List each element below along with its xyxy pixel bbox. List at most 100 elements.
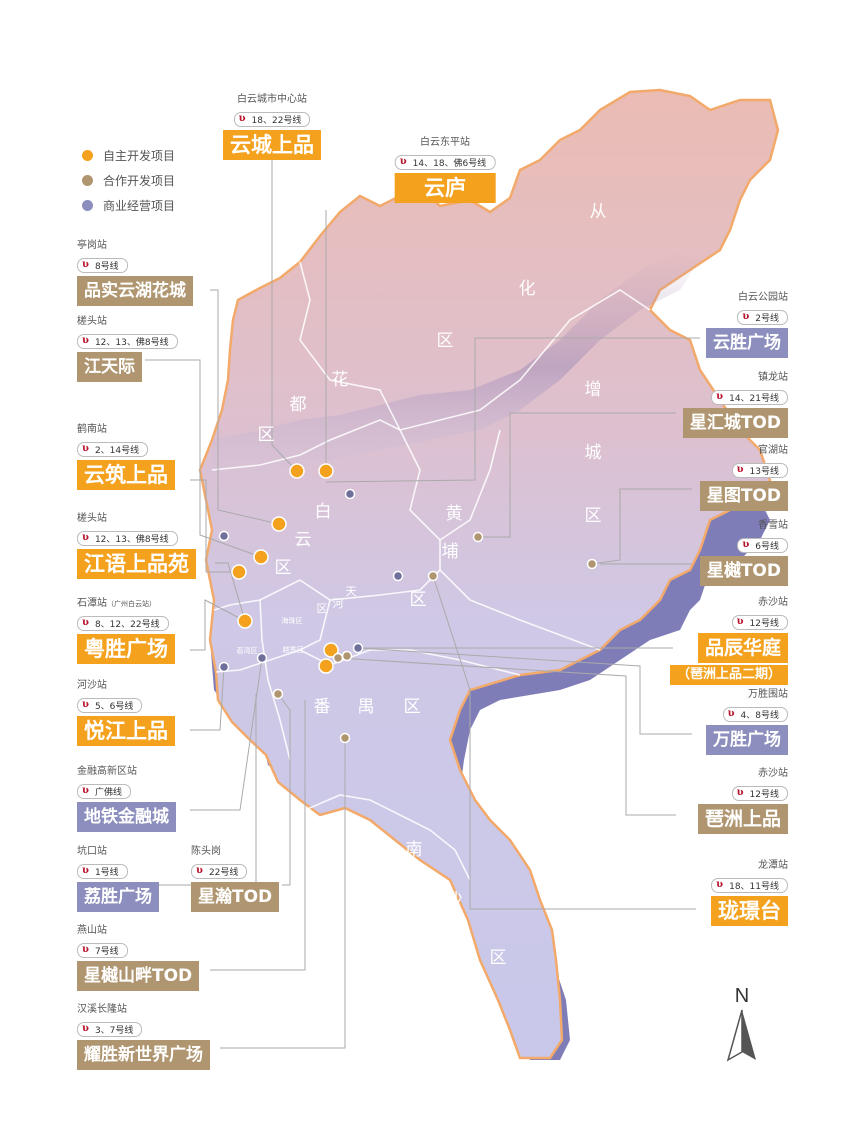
district-label: 区 xyxy=(275,558,292,578)
project-label[interactable]: 河沙站 ʋ 5、6号线 悦江上品 xyxy=(77,680,175,746)
metro-logo-icon: ʋ xyxy=(716,391,724,402)
metro-lines-badge: ʋ 1号线 xyxy=(77,863,128,879)
legend: 自主开发项目 合作开发项目 商业经营项目 xyxy=(82,143,175,218)
project-label[interactable]: 龙潭站 ʋ 18、11号线 珑璟台 xyxy=(711,860,788,926)
station-name: 汉溪长隆站 xyxy=(77,1004,210,1016)
legend-label: 商业经营项目 xyxy=(103,199,176,213)
project-label[interactable]: 白云公园站 ʋ 2号线 云胜广场 xyxy=(706,292,788,358)
project-label[interactable]: 槎头站 ʋ 12、13、佛8号线 江语上品苑 xyxy=(77,513,196,579)
station-name: 万胜围站 xyxy=(706,689,788,701)
project-label[interactable]: 燕山站 ʋ 7号线 星樾山畔TOD xyxy=(77,925,200,991)
leader-line xyxy=(190,666,225,731)
metro-logo-icon: ʋ xyxy=(238,113,246,124)
metro-lines-text: 5、6号线 xyxy=(94,701,134,712)
metro-logo-icon: ʋ xyxy=(399,156,407,167)
leader-line xyxy=(277,693,291,886)
station-name: 香雪站 xyxy=(700,520,788,532)
project-name: 星樾山畔TOD xyxy=(77,960,200,991)
leader-line xyxy=(478,412,676,538)
project-label[interactable]: 白云城市中心站 ʋ 18、22号线 云城上品 xyxy=(223,94,321,160)
project-label[interactable]: 鹤南站 ʋ 2、14号线 云筑上品 xyxy=(77,424,175,490)
metro-lines-badge: ʋ 14、21号线 xyxy=(711,389,788,405)
metro-lines-badge: ʋ 2、14号线 xyxy=(77,441,149,457)
metro-lines-text: 2、14号线 xyxy=(94,445,140,456)
district-label: 区 xyxy=(410,590,427,610)
metro-logo-icon: ʋ xyxy=(82,532,89,543)
metro-lines-badge: ʋ 14、18、佛6号线 xyxy=(394,154,496,170)
district-label: 化 xyxy=(519,279,536,299)
project-label[interactable]: 汉溪长隆站 ʋ 3、7号线 耀胜新世界广场 xyxy=(77,1004,210,1070)
metro-lines-badge: ʋ 13号线 xyxy=(731,462,788,478)
district-label: 花 xyxy=(332,370,349,390)
station-text: 白云城市中心站 xyxy=(237,94,307,105)
metro-lines-badge: ʋ 5、6号线 xyxy=(77,697,143,713)
project-label[interactable]: 石潭站（广州白云站） ʋ 8、12、22号线 粤胜广场 xyxy=(77,598,175,664)
metro-lines-text: 广佛线 xyxy=(94,787,122,798)
project-name: 悦江上品 xyxy=(77,715,175,746)
project-label[interactable]: 亭岗站 ʋ 8号线 品实云湖花城 xyxy=(77,240,193,306)
map-marker-tan xyxy=(332,652,344,664)
district-label: 区 xyxy=(437,331,454,351)
leader-line xyxy=(210,289,280,525)
metro-lines-text: 12号线 xyxy=(749,618,779,629)
project-name: 星瀚TOD xyxy=(191,881,280,912)
map-marker-blue xyxy=(218,661,230,673)
map-marker-blue xyxy=(344,488,356,500)
metro-lines-text: 14、18、佛6号线 xyxy=(412,158,487,169)
metro-logo-icon: ʋ xyxy=(82,1023,89,1034)
compass-arrow-icon xyxy=(726,1009,756,1062)
project-label[interactable]: 镇龙站 ʋ 14、21号线 星汇城TOD xyxy=(682,372,788,438)
metro-lines-badge: ʋ 6号线 xyxy=(737,537,788,553)
project-label[interactable]: 金融高新区站 ʋ 广佛线 地铁金融城 xyxy=(77,766,176,832)
district-label: 禺 xyxy=(358,697,375,717)
legend-item: 合作开发项目 xyxy=(82,168,175,193)
district-label: 河 xyxy=(333,597,344,610)
station-note: （广州白云站） xyxy=(107,600,156,608)
project-label[interactable]: 槎头站 ʋ 12、13、佛8号线 江天际 xyxy=(77,316,178,382)
project-name: 琶洲上品 xyxy=(697,803,788,834)
station-text: 镇龙站 xyxy=(758,372,788,383)
metro-lines-text: 13号线 xyxy=(749,466,779,477)
project-name: 云庐 xyxy=(394,172,496,203)
district-label: 越秀区 xyxy=(283,645,304,654)
project-label[interactable]: 官湖站 ʋ 13号线 星图TOD xyxy=(699,445,788,511)
leader-line xyxy=(145,359,262,558)
map-marker-blue xyxy=(256,652,268,664)
project-name: 江天际 xyxy=(77,351,142,382)
district-label: 埔 xyxy=(442,542,459,562)
metro-lines-text: 8号线 xyxy=(94,261,119,272)
station-text: 坑口站 xyxy=(77,846,107,857)
project-label[interactable]: 万胜围站 ʋ 4、8号线 万胜广场 xyxy=(706,689,788,755)
leader-line xyxy=(190,479,239,573)
metro-lines-text: 7号线 xyxy=(94,946,119,957)
station-name: 亭岗站 xyxy=(77,240,193,252)
metro-lines-badge: ʋ 18、11号线 xyxy=(711,877,788,893)
district-labels: 从化区花都区增城区白云区黄埔区天河区番禺区南沙区海珠区荔湾区 越秀区 xyxy=(237,202,607,968)
project-name: 云筑上品 xyxy=(77,459,175,490)
metro-lines-text: 12、13、佛8号线 xyxy=(94,534,169,545)
station-name: 官湖站 xyxy=(700,445,788,457)
metro-lines-badge: ʋ 7号线 xyxy=(77,942,128,958)
metro-lines-badge: ʋ 2号线 xyxy=(737,309,788,325)
station-text: 香雪站 xyxy=(758,520,788,531)
project-label[interactable]: 赤沙站 ʋ 12号线 品辰华庭 （琶洲上品二期） xyxy=(669,597,788,685)
project-label[interactable]: 赤沙站 ʋ 12号线 琶洲上品 xyxy=(697,768,788,834)
project-label[interactable]: 白云东平站 ʋ 14、18、佛6号线 云庐 xyxy=(394,137,496,203)
district-label: 海珠区 xyxy=(282,616,303,625)
leader-line xyxy=(591,488,692,565)
project-label[interactable]: 坑口站 ʋ 1号线 荔胜广场 xyxy=(77,846,159,912)
map-marker-tan xyxy=(586,558,598,570)
legend-dot-icon xyxy=(82,175,93,186)
district-label: 从 xyxy=(590,202,607,222)
station-name: 槎头站 xyxy=(77,513,196,525)
map-marker-orange xyxy=(253,549,269,565)
station-text: 赤沙站 xyxy=(758,597,788,608)
station-text: 汉溪长隆站 xyxy=(77,1004,127,1015)
district-label: 南 xyxy=(406,840,423,860)
project-label[interactable]: 香雪站 ʋ 6号线 星樾TOD xyxy=(699,520,788,586)
metro-lines-text: 12号线 xyxy=(749,789,779,800)
project-name: 粤胜广场 xyxy=(77,633,175,664)
metro-logo-icon: ʋ xyxy=(82,259,89,270)
project-label[interactable]: 陈头岗 ʋ 22号线 星瀚TOD xyxy=(191,846,280,912)
project-markers xyxy=(218,463,598,744)
